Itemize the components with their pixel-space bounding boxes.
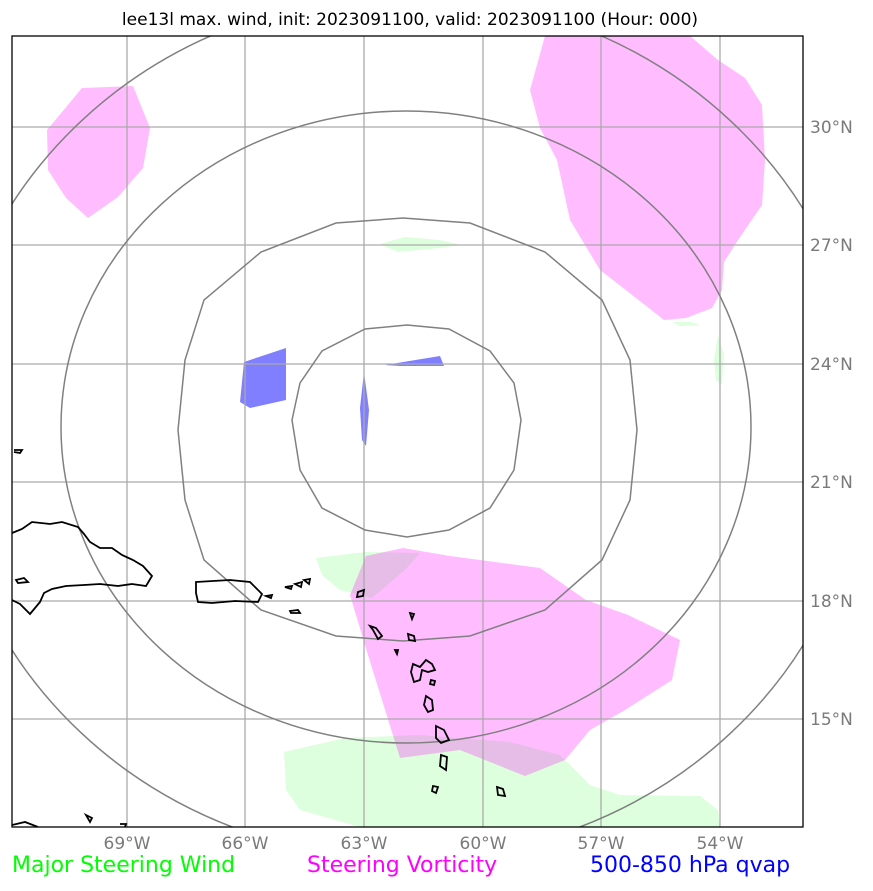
range-ring-2 [177,217,638,642]
legend-steering-wind: Major Steering Wind [12,853,236,878]
wind-area-north [316,552,420,598]
range-ring-1 [291,324,522,538]
lon-label: 60°W [460,834,507,854]
lon-label: 57°W [578,834,625,854]
guadeloupe-coast [410,658,437,684]
lat-label: 15°N [810,710,853,730]
legend-steering-vorticity: Steering Vorticity [307,853,498,878]
lon-label: 66°W [222,834,269,854]
latitude-labels: 30°N 27°N 24°N 21°N 18°N 15°N [810,118,853,730]
vorticity-area-nw [47,86,150,218]
lon-label: 63°W [341,834,388,854]
hispaniola-coast [12,521,154,616]
lat-label: 30°N [810,118,853,138]
range-rings [12,36,803,827]
lat-label: 21°N [810,473,853,493]
longitude-labels: 69°W 66°W 63°W 60°W 57°W 54°W [104,834,744,854]
wind-area-small [672,322,700,326]
steering-vorticity-areas [47,36,765,776]
dominica-coast [423,694,434,714]
lat-label: 18°N [810,592,853,612]
wind-area-south [284,735,720,827]
legend-qvap: 500-850 hPa qvap [590,853,791,878]
vorticity-area-south [350,548,680,776]
map-frame [11,35,804,828]
lat-label: 27°N [810,236,853,256]
qvap-areas [240,348,444,446]
range-ring-3 [60,110,752,744]
lon-label: 69°W [104,834,151,854]
vorticity-area-ne [530,36,765,320]
martinique-coast [435,724,451,745]
lon-label: 54°W [697,834,744,854]
lat-label: 24°N [810,355,853,375]
qvap-area-west [240,348,286,408]
wind-area-east [714,335,724,385]
puerto-rico-coast [195,579,264,604]
map-title: lee13l max. wind, init: 2023091100, vali… [121,10,699,30]
coastlines [12,449,507,827]
gridlines [12,36,803,827]
